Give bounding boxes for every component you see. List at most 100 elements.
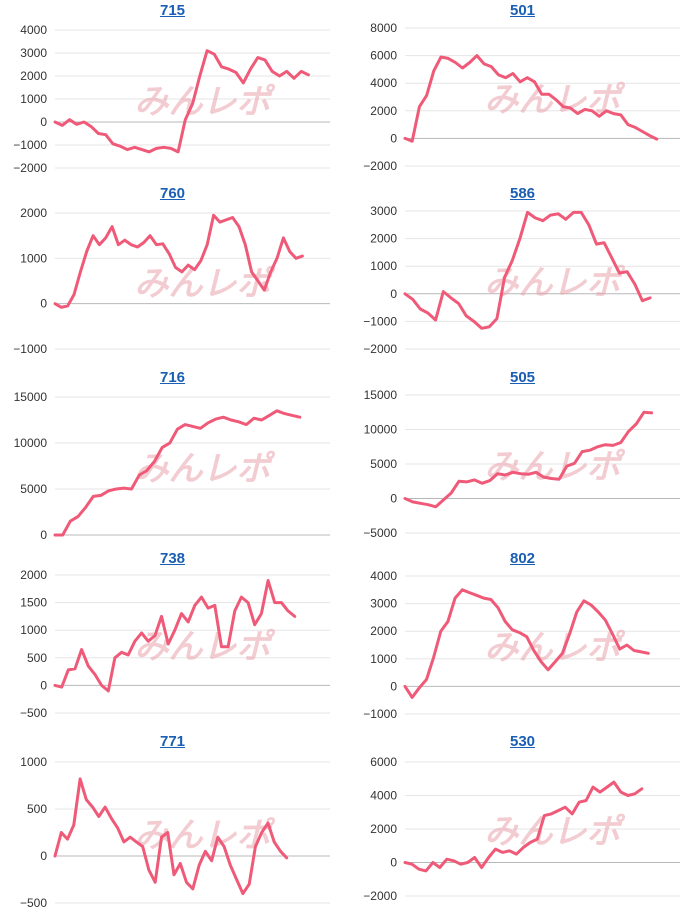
y-tick-label: 15000 — [14, 390, 48, 404]
watermark-logo: みんレポ — [135, 816, 276, 856]
y-tick-label: −1000 — [13, 138, 47, 152]
watermark-logo: みんレポ — [135, 82, 276, 122]
y-tick-label: 0 — [390, 679, 397, 693]
chart-panel-738: 738 2000 1500 1000 500 0 −500 みんレポ — [0, 548, 345, 728]
chart-title-link[interactable]: 715 — [159, 2, 186, 19]
line-chart-svg: 6000 4000 2000 0 −2000 みんレポ — [363, 755, 680, 903]
y-tick-label: −2000 — [13, 161, 47, 175]
y-tick-label: 0 — [40, 115, 47, 129]
chart-panel-716: 716 15000 10000 5000 0 みんレポ — [0, 367, 345, 547]
watermark-logo: みんレポ — [485, 812, 626, 852]
y-tick-label: 0 — [40, 528, 47, 542]
watermark-logo: みんレポ — [135, 627, 276, 667]
y-tick-label: −1000 — [363, 314, 397, 328]
y-tick-label: 0 — [40, 849, 47, 863]
chart-title-link[interactable]: 738 — [159, 550, 186, 567]
series-line — [53, 409, 302, 537]
y-tick-label: 10000 — [364, 423, 398, 437]
y-tick-label: −2000 — [363, 342, 397, 356]
y-tick-label: −1000 — [13, 342, 47, 356]
chart-title-link[interactable]: 586 — [509, 185, 536, 202]
y-tick-label: 4000 — [20, 23, 47, 37]
y-tick-label: 0 — [390, 287, 397, 301]
y-tick-label: −5000 — [363, 526, 397, 540]
line-chart-svg: 1000 500 0 −500 みんレポ — [20, 755, 330, 910]
series-line — [403, 780, 644, 873]
y-tick-label: 5000 — [370, 457, 397, 471]
y-tick-label: 1000 — [20, 623, 47, 637]
line-chart-svg: 2000 1500 1000 500 0 −500 みんレポ — [20, 568, 330, 720]
y-tick-label: 1000 — [370, 652, 397, 666]
y-tick-label: 0 — [390, 131, 397, 145]
chart-title-link[interactable]: 530 — [509, 733, 536, 750]
y-tick-label: −500 — [20, 896, 47, 910]
y-tick-label: 6000 — [370, 49, 397, 63]
chart-title-link[interactable]: 716 — [159, 369, 186, 386]
y-tick-label: 0 — [390, 492, 397, 506]
y-tick-label: 2000 — [370, 822, 397, 836]
chart-panel-586: 586 3000 2000 1000 0 −1000 −2000 みんレポ — [350, 183, 695, 363]
y-tick-label: 15000 — [364, 388, 398, 402]
y-tick-label: 10000 — [14, 436, 48, 450]
series-line — [53, 777, 289, 896]
watermark-logo: みんレポ — [135, 449, 276, 489]
chart-title-link[interactable]: 771 — [159, 733, 186, 750]
y-tick-label: 1500 — [20, 596, 47, 610]
y-tick-label: 500 — [27, 651, 47, 665]
y-tick-label: 5000 — [20, 482, 47, 496]
watermark-logo: みんレポ — [485, 263, 626, 303]
series-line — [53, 49, 310, 154]
chart-panel-505: 505 15000 10000 5000 0 −5000 みんレポ — [350, 367, 695, 547]
series-line — [403, 210, 652, 330]
line-chart-svg: 15000 10000 5000 0 みんレポ — [14, 390, 330, 542]
y-tick-label: 4000 — [370, 789, 397, 803]
y-tick-label: −2000 — [363, 889, 397, 903]
y-tick-label: 0 — [390, 856, 397, 870]
y-tick-label: −2000 — [363, 159, 397, 173]
chart-panel-501: 501 8000 6000 4000 2000 0 −2000 みんレポ — [350, 0, 695, 180]
watermark-logo: みんレポ — [485, 447, 626, 487]
y-tick-label: 1000 — [20, 755, 47, 769]
chart-title-link[interactable]: 760 — [159, 185, 186, 202]
chart-panel-530: 530 6000 4000 2000 0 −2000 みんレポ — [350, 731, 695, 917]
y-tick-label: 2000 — [20, 568, 47, 582]
line-chart-svg: 15000 10000 5000 0 −5000 みんレポ — [363, 388, 680, 540]
y-tick-label: 3000 — [370, 597, 397, 611]
series-line — [403, 588, 650, 699]
line-chart-svg: 4000 3000 2000 1000 0 −1000 −2000 みんレポ — [13, 23, 330, 175]
y-tick-label: 2000 — [20, 69, 47, 83]
watermark-logo: みんレポ — [135, 264, 276, 304]
chart-panel-771: 771 1000 500 0 −500 みんレポ — [0, 731, 345, 917]
y-tick-label: 2000 — [370, 104, 397, 118]
y-tick-label: 8000 — [370, 21, 397, 35]
y-tick-label: 4000 — [370, 76, 397, 90]
chart-panel-802: 802 4000 3000 2000 1000 0 −1000 みんレポ — [350, 548, 695, 728]
series-line — [53, 579, 297, 693]
y-tick-label: −500 — [20, 706, 47, 720]
series-line — [403, 410, 654, 509]
line-chart-svg: 2000 1000 0 −1000 みんレポ — [13, 206, 330, 356]
chart-panel-715: 715 4000 3000 2000 1000 0 −1000 −2000 みんレポ — [0, 0, 345, 180]
y-tick-label: 4000 — [370, 569, 397, 583]
y-tick-label: 1000 — [20, 92, 47, 106]
chart-panel-760: 760 2000 1000 0 −1000 みんレポ — [0, 183, 345, 363]
y-tick-label: 0 — [40, 678, 47, 692]
y-tick-label: 500 — [27, 802, 47, 816]
y-tick-label: 2000 — [20, 206, 47, 220]
y-tick-label: 2000 — [370, 624, 397, 638]
y-tick-label: 1000 — [370, 259, 397, 273]
line-chart-svg: 3000 2000 1000 0 −1000 −2000 みんレポ — [363, 204, 680, 356]
chart-title-link[interactable]: 802 — [509, 550, 536, 567]
series-line — [53, 213, 304, 309]
y-tick-label: 6000 — [370, 755, 397, 769]
y-tick-label: 2000 — [370, 232, 397, 246]
y-tick-label: 1000 — [20, 251, 47, 265]
chart-title-link[interactable]: 505 — [509, 369, 536, 386]
y-tick-label: 3000 — [20, 46, 47, 60]
y-tick-label: −1000 — [363, 707, 397, 721]
y-tick-label: 3000 — [370, 204, 397, 218]
chart-title-link[interactable]: 501 — [509, 2, 536, 19]
y-tick-label: 0 — [40, 297, 47, 311]
